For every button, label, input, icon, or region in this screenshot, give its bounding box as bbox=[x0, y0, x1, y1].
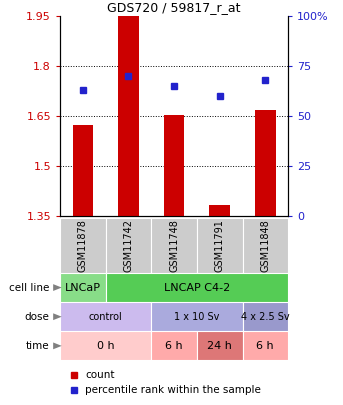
Text: 1 x 10 Sv: 1 x 10 Sv bbox=[174, 312, 220, 322]
Bar bbox=[243, 302, 288, 331]
Bar bbox=[60, 302, 151, 331]
Bar bbox=[243, 218, 288, 273]
Bar bbox=[60, 331, 151, 360]
Text: 6 h: 6 h bbox=[165, 341, 183, 351]
Text: control: control bbox=[89, 312, 122, 322]
Bar bbox=[164, 115, 184, 216]
Bar bbox=[197, 331, 243, 360]
Title: GDS720 / 59817_r_at: GDS720 / 59817_r_at bbox=[107, 1, 241, 14]
Text: count: count bbox=[85, 370, 115, 380]
Text: 6 h: 6 h bbox=[257, 341, 274, 351]
Text: dose: dose bbox=[25, 312, 50, 322]
Bar bbox=[255, 110, 275, 216]
Text: GSM11848: GSM11848 bbox=[260, 219, 270, 272]
Bar bbox=[210, 205, 230, 216]
Text: 4 x 2.5 Sv: 4 x 2.5 Sv bbox=[241, 312, 289, 322]
Bar bbox=[60, 273, 106, 302]
Bar bbox=[151, 302, 243, 331]
Text: GSM11742: GSM11742 bbox=[123, 219, 133, 272]
Bar bbox=[73, 125, 93, 216]
Text: GSM11878: GSM11878 bbox=[78, 219, 88, 272]
Polygon shape bbox=[53, 343, 62, 349]
Polygon shape bbox=[53, 313, 62, 320]
Text: LNCAP C4-2: LNCAP C4-2 bbox=[164, 283, 230, 292]
Bar bbox=[60, 218, 106, 273]
Bar bbox=[197, 218, 243, 273]
Text: GSM11748: GSM11748 bbox=[169, 219, 179, 272]
Bar bbox=[106, 218, 151, 273]
Text: LNCaP: LNCaP bbox=[65, 283, 101, 292]
Bar bbox=[151, 331, 197, 360]
Text: 24 h: 24 h bbox=[207, 341, 232, 351]
Bar bbox=[118, 15, 139, 216]
Bar bbox=[106, 273, 288, 302]
Polygon shape bbox=[53, 284, 62, 291]
Text: time: time bbox=[26, 341, 50, 351]
Text: GSM11791: GSM11791 bbox=[215, 219, 225, 272]
Bar bbox=[151, 218, 197, 273]
Bar bbox=[243, 331, 288, 360]
Text: cell line: cell line bbox=[9, 283, 50, 292]
Text: percentile rank within the sample: percentile rank within the sample bbox=[85, 385, 261, 395]
Text: 0 h: 0 h bbox=[97, 341, 115, 351]
